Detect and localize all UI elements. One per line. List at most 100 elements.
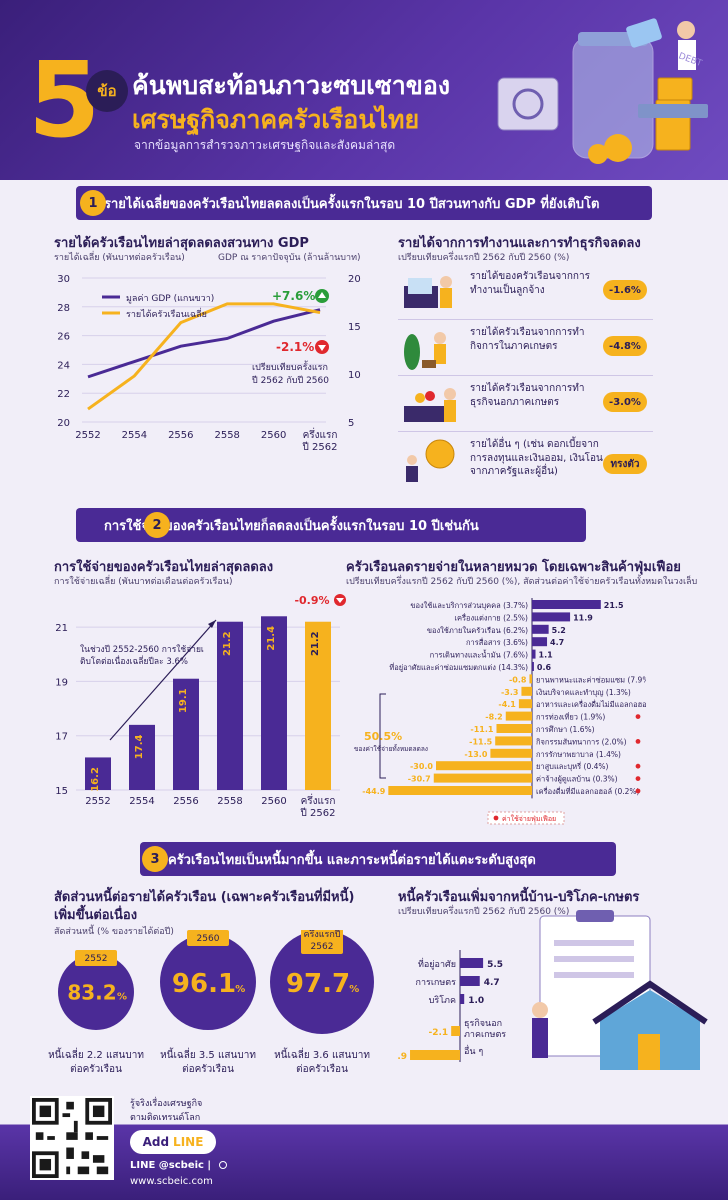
share-label: 50.5% <box>364 730 402 743</box>
hero-number-suffix: ข้อ <box>86 70 128 112</box>
footer-website[interactable]: www.scbeic.com <box>130 1176 213 1187</box>
income-card-value: -1.6% <box>603 280 647 300</box>
spending-bar-label: 21.2 <box>222 631 233 656</box>
debt-ratio-circle <box>270 930 374 1034</box>
footer-line-id[interactable]: LINE @scbeic | <box>130 1160 227 1171</box>
hero-header: 5 ข้อ ค้นพบสะท้อนภาวะซบเซาของ เศรษฐกิจภา… <box>0 0 728 180</box>
growth-note-line: ในช่วงปี 2552-2560 การใช้จ่ายเ <box>80 644 204 655</box>
y-left-tick-label: 28 <box>57 303 70 314</box>
share-desc: ของค่าใช้จ่ายทั้งหมดลดลง <box>354 744 428 753</box>
debt-average-line2: ต่อครัวเรือน <box>70 1063 122 1075</box>
category-label: การเดินทางและน้ำมัน (7.6%) <box>430 650 528 660</box>
category-value: -0.8 <box>509 675 527 684</box>
year-badge <box>187 930 229 946</box>
debt-type-label: การเกษตร <box>416 978 457 988</box>
category-label: อาหารและเครื่องดื่มไม่มีแอลกอฮอล์ (33.2%… <box>536 699 646 709</box>
category-bar <box>532 662 534 671</box>
category-bar <box>388 786 532 795</box>
spending-bar-label: 21.4 <box>266 626 277 651</box>
income-card-label: รายได้ครัวเรือนจากการทำกิจการในภาคเกษตร <box>470 327 585 352</box>
y-tick-label: 17 <box>55 732 68 743</box>
category-label: ของใช้ภายในครัวเรือน (6.2%) <box>427 626 528 635</box>
s2-left-title: การใช้จ่ายของครัวเรือนไทยล่าสุดลดลง <box>54 560 274 575</box>
s2-left-subtitle: การใช้จ่ายเฉลี่ย (พันบาทต่อเดือนต่อครัวเ… <box>54 577 233 587</box>
income-card-value: -3.0% <box>603 392 647 412</box>
y-left-tick-label: 26 <box>57 332 70 343</box>
qr-code[interactable] <box>30 1096 114 1180</box>
debt-average-line1: หนี้เฉลี่ย 3.5 แสนบาท <box>160 1047 256 1061</box>
luxury-marker <box>635 763 641 769</box>
category-value: -11.1 <box>470 725 493 734</box>
category-label: เครื่องดื่มที่มีแอลกอฮอล์ (0.2%) <box>536 786 639 796</box>
compare-note: ปี 2562 กับปี 2560 <box>252 375 329 386</box>
category-label: ยาสูบและบุหรี่ (0.4%) <box>536 761 608 771</box>
category-value: -13.0 <box>464 750 487 759</box>
y-tick-label: 21 <box>55 623 68 634</box>
s3-left-title-2: เพิ่มขึ้นต่อเนื่อง <box>54 908 138 923</box>
x-tick-label: 2560 <box>261 796 286 807</box>
luxury-marker <box>635 714 641 719</box>
gdp-change-label: +7.6% <box>272 289 315 303</box>
debt-ratio-pct: % <box>349 984 359 995</box>
category-value: -3.3 <box>501 688 519 697</box>
income-series-line <box>87 302 321 411</box>
category-label: การสื่อสาร (3.6%) <box>466 637 528 647</box>
debt-type-label: บริโภค <box>429 995 456 1006</box>
s1-left-title: รายได้ครัวเรือนไทยล่าสุดลดลงสวนทาง GDP <box>54 236 309 251</box>
luxury-marker <box>635 739 641 744</box>
category-label: การท่องเที่ยว (1.9%) <box>536 712 605 722</box>
spending-change-label: -0.9% <box>294 594 329 607</box>
y-right-tick-label: 5 <box>348 418 354 429</box>
debt-type-label: อื่น ๆ <box>464 1044 483 1057</box>
year-badge-label: ครึ่งแรกปี <box>303 930 340 940</box>
spending-bar-label: 19.1 <box>178 688 189 713</box>
x-tick-label: 2554 <box>122 430 147 441</box>
income-card-label: รายได้ของครัวเรือนจากการทำงานเป็นลูกจ้าง <box>470 271 590 296</box>
y-right-tick-label: 15 <box>348 322 361 333</box>
debt-type-bar <box>460 994 465 1004</box>
gdp-series-line <box>87 308 321 379</box>
spending-bar <box>305 621 331 790</box>
add-line-button[interactable]: Add LINE <box>130 1130 216 1154</box>
category-value: -30.0 <box>410 762 433 771</box>
x-tick-label: 2552 <box>75 430 100 441</box>
footer-tagline-1: รู้จริงเรื่องเศรษฐกิจ <box>130 1099 203 1109</box>
growth-arrow <box>109 619 217 741</box>
debt-type-bar <box>460 976 480 986</box>
category-bar <box>532 624 549 634</box>
debt-ratio-circles: 2552 83.2 % หนี้เฉลี่ย 2.2 แสนบาทต่อครัวเรื… <box>48 930 374 1075</box>
category-bar <box>495 736 532 746</box>
debt-average-line2: ต่อครัวเรือน <box>182 1063 234 1075</box>
x-tick-label: 2556 <box>173 796 198 807</box>
add-label: Add <box>142 1135 170 1149</box>
debt-average-line2: ต่อครัวเรือน <box>296 1063 348 1075</box>
growth-note-line: ติบโตต่อเนื่องเฉลี่ยปีละ 3.6% <box>80 655 188 667</box>
income-card-value: ทรงตัว <box>603 454 647 474</box>
section2-number: 2 <box>144 512 170 538</box>
category-label: เครื่องแต่งกาย (2.5%) <box>454 612 528 622</box>
x-tick-label: 2556 <box>168 430 193 441</box>
category-value: -4.1 <box>498 700 516 709</box>
down-arrow-glyph <box>336 598 344 603</box>
y-left-tick-label: 22 <box>57 389 70 400</box>
debt-type-value: 5.5 <box>487 960 503 970</box>
legend-label-gdp: มูลค่า GDP (แกนขวา) <box>126 294 214 304</box>
x-tick-label: 2554 <box>129 796 154 807</box>
money-jar-illustration: DEBT <box>497 18 708 164</box>
category-label: ค่าจ้างผู้ดูแลบ้าน (0.3%) <box>536 775 618 784</box>
gdp-income-line-chart: 20 22 24 26 28 30 5 10 15 20 2552 2554 2556 2558 2560 ค… <box>57 274 361 453</box>
x-tick-label: ปี 2562 <box>300 807 336 819</box>
year-badge <box>301 930 343 954</box>
legend-box <box>487 811 565 825</box>
s1-left-axis-right-label: GDP ณ ราคาปัจจุบัน (ล้านล้านบาท) <box>218 253 361 263</box>
section3-number: 3 <box>142 846 168 872</box>
debt-ratio-pct: % <box>235 984 245 995</box>
x-tick-label: ครึ่งแรก <box>303 427 338 441</box>
category-bar <box>532 600 601 609</box>
category-bar <box>532 649 536 659</box>
category-bar <box>505 711 532 721</box>
s2-right-subtitle: เปรียบเทียบครึ่งแรกปี 2562 กับปี 2560 (%… <box>346 577 698 587</box>
category-value: 21.5 <box>604 601 624 610</box>
section3-banner-text: ครัวเรือนไทยเป็นหนี้มากขึ้น และภาระหนี้ต… <box>168 852 536 868</box>
y-left-tick-label: 24 <box>57 360 70 371</box>
